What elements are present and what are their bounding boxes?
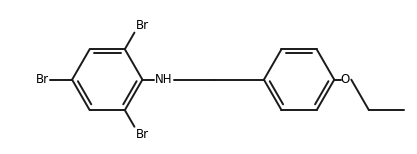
Text: NH: NH	[155, 73, 173, 86]
Text: O: O	[341, 73, 350, 86]
Text: Br: Br	[136, 128, 148, 141]
Text: Br: Br	[35, 73, 49, 86]
Text: Br: Br	[136, 18, 148, 32]
